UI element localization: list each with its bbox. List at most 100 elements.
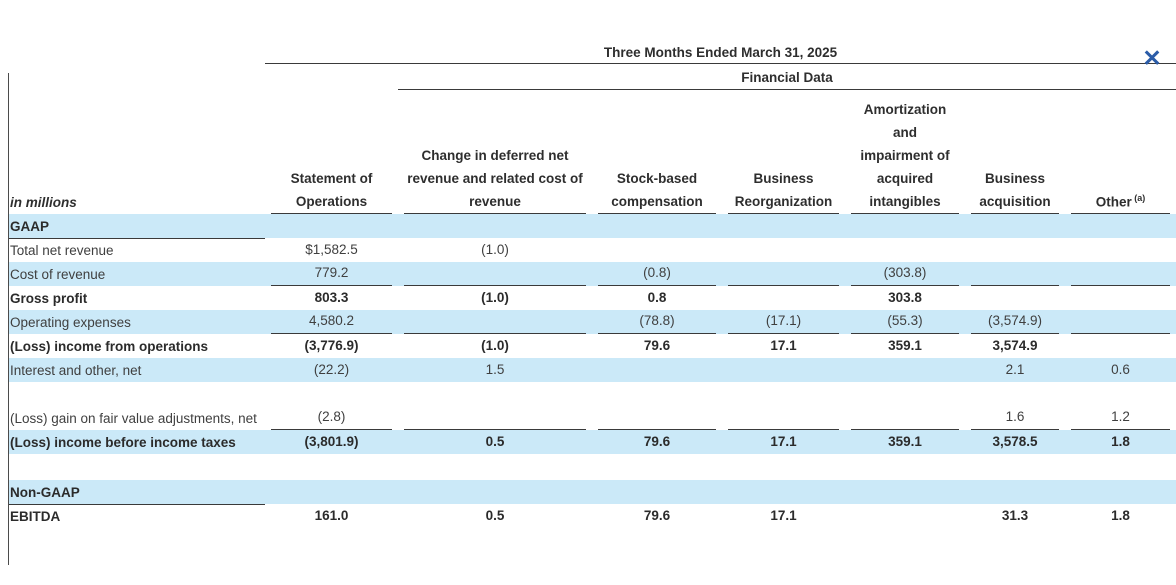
table-cell: 779.2 [265, 262, 398, 286]
table-cell [722, 262, 845, 286]
table-cell: (3,574.9) [965, 310, 1065, 334]
column-header: Statement of Operations [265, 89, 398, 214]
column-header: Business acquisition [965, 89, 1065, 214]
table-row: EBITDA 161.0 0.5 79.6 17.1 31.3 1.8 [8, 504, 1176, 528]
table-row [8, 454, 1176, 480]
table-cell [1065, 214, 1176, 238]
period-title: Three Months Ended March 31, 2025 [265, 36, 1176, 64]
table-cell: 79.6 [643, 508, 671, 523]
table-cell: 2.1 [1005, 362, 1025, 377]
table-cell: 0.5 [485, 508, 505, 523]
table-cell [722, 480, 845, 504]
table-cell: (0.8) [592, 262, 722, 286]
table-cell: 0.5 [485, 434, 505, 449]
table-cell: 359.1 [888, 338, 922, 353]
table-cell [722, 382, 845, 430]
table-cell [845, 382, 965, 430]
table-cell: 4,580.2 [265, 310, 398, 334]
table-cell [1065, 454, 1176, 480]
column-header-row: in millions Statement of Operations Change… [8, 89, 1176, 214]
table-cell: 1.8 [1111, 434, 1130, 449]
column-header: Amortization and impairment of acquired inta… [845, 89, 965, 214]
table-cell: (2.8) [265, 382, 398, 430]
table-cell: 1.6 [965, 382, 1065, 430]
financial-data-table: Three Months Ended March 31, 2025 Financ… [8, 36, 1176, 528]
table-cell [398, 480, 592, 504]
close-button[interactable]: ✕ [1136, 42, 1168, 74]
footnote-marker: (a) [1131, 192, 1146, 203]
table-cell [722, 238, 845, 262]
row-label: Non-GAAP [8, 480, 265, 505]
row-label: Cost of revenue [10, 267, 106, 282]
table-cell: (1.0) [481, 338, 509, 353]
table-cell [845, 214, 965, 238]
table-cell [592, 238, 722, 262]
table-cell: 17.1 [770, 508, 797, 523]
table-cell: 1.5 [485, 362, 505, 377]
table-cell: $1,582.5 [305, 242, 358, 257]
table-cell [722, 286, 845, 310]
empty-cell [265, 63, 398, 89]
table-cell: (78.8) [592, 310, 722, 334]
row-label: Operating expenses [10, 315, 131, 330]
group-title: Financial Data [398, 63, 1176, 90]
table-cell: 303.8 [888, 290, 922, 305]
table-cell [398, 214, 592, 238]
table-cell [265, 480, 398, 504]
table-cell: (1.0) [481, 290, 509, 305]
table-cell [1065, 334, 1176, 358]
table-cell [592, 358, 722, 382]
table-cell [1065, 310, 1176, 334]
table-cell [965, 238, 1065, 262]
table-cell [722, 214, 845, 238]
table-cell [722, 454, 845, 480]
table-cell: 79.6 [643, 434, 671, 449]
row-label: (Loss) income from operations [10, 339, 209, 354]
empty-cell [8, 63, 265, 89]
table-row: Non-GAAP [8, 480, 1176, 505]
table-cell [398, 454, 592, 480]
row-label: Total net revenue [10, 243, 114, 258]
table-cell [592, 214, 722, 238]
table-cell [965, 214, 1065, 238]
table-cell: (1.0) [481, 242, 509, 257]
table-row: (Loss) gain on fair value adjustments, n… [8, 382, 1176, 430]
table-cell: 17.1 [770, 338, 797, 353]
table-cell: 0.6 [1111, 362, 1130, 377]
table-cell [1065, 262, 1176, 286]
table-cell [398, 382, 592, 430]
row-label: Gross profit [10, 291, 88, 306]
table-cell [1065, 286, 1176, 310]
table-row: Gross profit 803.3 (1.0) 0.8 303.8 [8, 286, 1176, 310]
table-row: GAAP [8, 214, 1176, 239]
row-label: (Loss) income before income taxes [10, 435, 236, 450]
table-cell: 1.8 [1111, 508, 1130, 523]
financial-data-overlay: ✕ Three Months Ended March 31, 2025 Fina… [0, 36, 1176, 565]
table-cell: 803.3 [314, 290, 349, 305]
group-header-row: Financial Data [8, 63, 1176, 90]
table-cell [398, 310, 592, 334]
table-cell: 1.2 [1065, 382, 1176, 430]
empty-cell [8, 36, 265, 63]
table-cell: (55.3) [845, 310, 965, 334]
column-header: Other (a) [1065, 89, 1176, 214]
table-cell [845, 480, 965, 504]
table-cell [965, 454, 1065, 480]
table-cell [965, 262, 1065, 286]
table-cell [265, 454, 398, 480]
table-cell [592, 382, 722, 430]
column-header: Business Reorganization [722, 89, 845, 214]
table-cell [722, 358, 845, 382]
table-cell [965, 480, 1065, 504]
table-cell: 3,578.5 [992, 434, 1038, 449]
table-cell: 359.1 [888, 434, 922, 449]
row-label: Interest and other, net [10, 363, 142, 378]
table-cell: (3,776.9) [304, 338, 359, 353]
table-row: Operating expenses 4,580.2 (78.8) (17.1) (55… [8, 310, 1176, 334]
table-cell [265, 214, 398, 238]
period-header-row: Three Months Ended March 31, 2025 [8, 36, 1176, 64]
column-header: Change in deferred net revenue and relate… [398, 89, 592, 214]
row-label-header: in millions [10, 195, 77, 210]
table-cell: 17.1 [770, 434, 797, 449]
column-header: Stock-based compensation [592, 89, 722, 214]
